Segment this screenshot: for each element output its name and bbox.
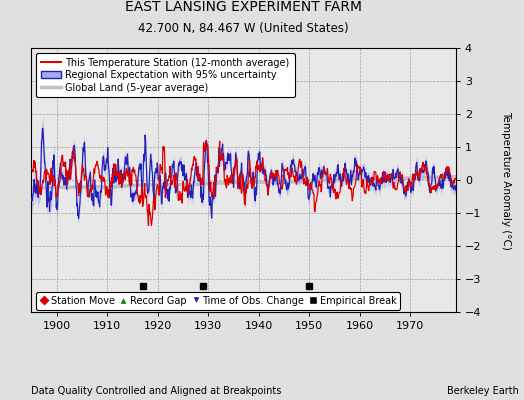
Text: EAST LANSING EXPERIMENT FARM: EAST LANSING EXPERIMENT FARM — [125, 0, 362, 14]
Text: 42.700 N, 84.467 W (United States): 42.700 N, 84.467 W (United States) — [138, 22, 349, 35]
Legend: Station Move, Record Gap, Time of Obs. Change, Empirical Break: Station Move, Record Gap, Time of Obs. C… — [36, 292, 400, 310]
Text: Berkeley Earth: Berkeley Earth — [447, 386, 519, 396]
Y-axis label: Temperature Anomaly (°C): Temperature Anomaly (°C) — [501, 110, 511, 250]
Text: Data Quality Controlled and Aligned at Breakpoints: Data Quality Controlled and Aligned at B… — [31, 386, 282, 396]
